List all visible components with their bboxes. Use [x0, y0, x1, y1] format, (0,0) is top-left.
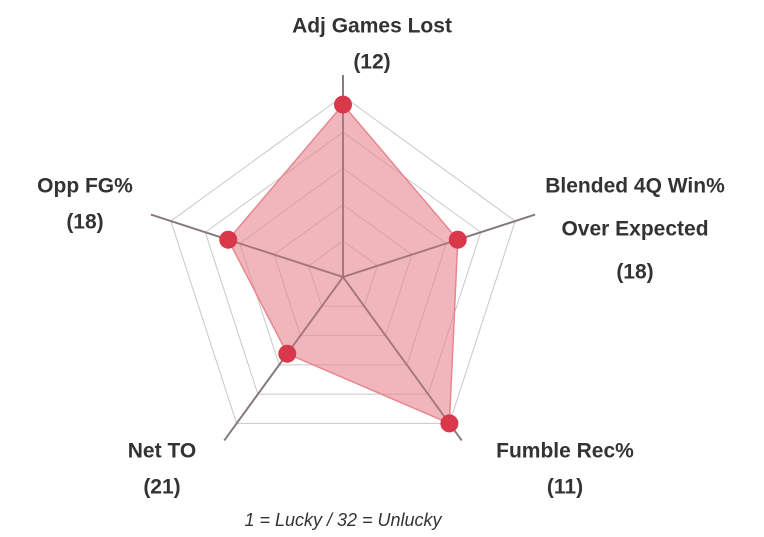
axis-label: Opp FG% [37, 175, 133, 198]
grid-ring [170, 95, 516, 424]
spoke-inner [342, 276, 463, 441]
axis-label: Over Expected [561, 218, 708, 241]
data-point [219, 230, 238, 249]
spoke-inner [342, 213, 536, 278]
data-point [334, 95, 352, 114]
value-label: (11) [547, 476, 583, 499]
data-point [440, 414, 459, 433]
axis-label: Net TO [128, 440, 196, 463]
value-label: (18) [66, 211, 103, 234]
footnote: 1 = Lucky / 32 = Unlucky [244, 510, 442, 530]
value-label: (18) [616, 261, 653, 284]
spoke-inner [150, 213, 344, 278]
axis-label: Fumble Rec% [496, 440, 634, 463]
axis-label: Adj Games Lost [292, 15, 452, 38]
grid-ring [204, 131, 482, 395]
axis-label: Blended 4Q Win% [545, 175, 725, 198]
value-label: (21) [143, 476, 180, 499]
value-label: (12) [353, 51, 390, 74]
data-point [278, 344, 297, 363]
data-point [448, 230, 467, 249]
